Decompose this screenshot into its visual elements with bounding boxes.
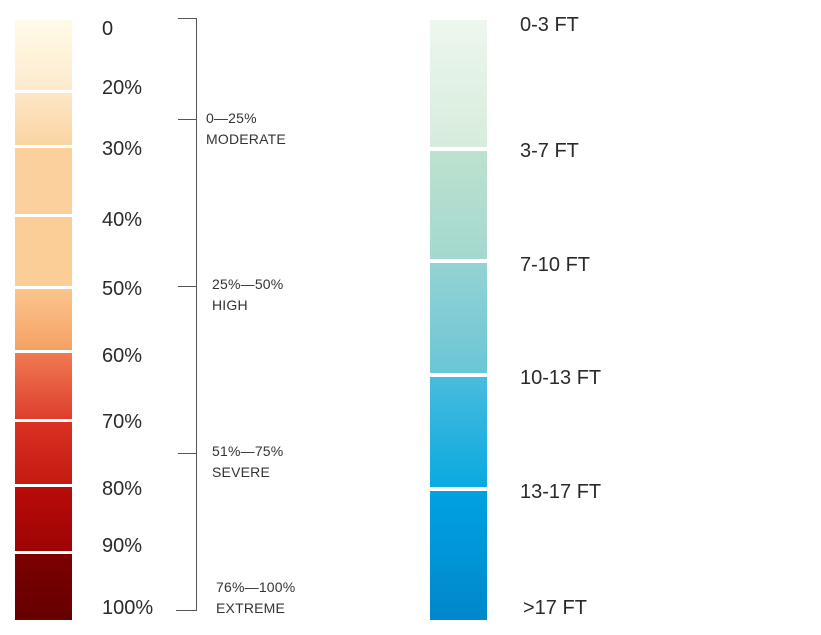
percent-swatch-30-40 bbox=[15, 148, 72, 214]
range-high-value: 25%—50% bbox=[212, 276, 284, 292]
range-moderate: 0—25% MODERATE bbox=[206, 108, 286, 150]
percent-swatch-40-50 bbox=[15, 217, 72, 286]
percent-label-50: 50% bbox=[102, 278, 143, 300]
depth-swatch-3-7 bbox=[430, 151, 487, 259]
bracket-line bbox=[196, 18, 197, 611]
depth-label-10-13: 10-13 FT bbox=[520, 367, 602, 389]
percent-label-0: 0 bbox=[102, 18, 114, 40]
depth-label-0-3: 0-3 FT bbox=[520, 14, 579, 36]
percent-label-90: 90% bbox=[102, 535, 143, 557]
range-severe-value: 51%—75% bbox=[212, 443, 284, 459]
percent-label-100: 100% bbox=[102, 597, 154, 619]
percent-swatch-20-30 bbox=[15, 93, 72, 145]
percent-label-40: 40% bbox=[102, 209, 143, 231]
bracket-tick-high bbox=[178, 286, 197, 287]
depth-swatch-0-3 bbox=[430, 20, 487, 147]
bracket-tick-moderate bbox=[178, 119, 197, 120]
bracket-tick-severe bbox=[178, 453, 197, 454]
range-extreme-value: 76%—100% bbox=[216, 579, 296, 595]
percent-swatch-90-100 bbox=[15, 554, 72, 620]
range-moderate-value: 0—25% bbox=[206, 110, 257, 126]
percent-swatch-80-90 bbox=[15, 487, 72, 551]
percent-label-60: 60% bbox=[102, 345, 143, 367]
percent-swatch-0-20 bbox=[15, 20, 72, 90]
range-high: 25%—50% HIGH bbox=[212, 274, 283, 316]
percent-swatch-50-60 bbox=[15, 289, 72, 350]
range-severe-name: SEVERE bbox=[212, 464, 270, 480]
range-high-name: HIGH bbox=[212, 297, 248, 313]
percent-swatch-70-80 bbox=[15, 422, 72, 484]
percent-label-80: 80% bbox=[102, 478, 143, 500]
bracket-bottom-cap bbox=[176, 610, 197, 611]
percent-label-20: 20% bbox=[102, 77, 143, 99]
depth-label-7-10: 7-10 FT bbox=[520, 254, 591, 276]
range-extreme-name: EXTREME bbox=[216, 600, 286, 616]
depth-swatch-10-13 bbox=[430, 377, 487, 487]
range-extreme: 76%—100% EXTREME bbox=[216, 577, 295, 619]
depth-label-3-7: 3-7 FT bbox=[520, 140, 579, 162]
range-moderate-name: MODERATE bbox=[206, 131, 286, 147]
depth-swatch-13-17 bbox=[430, 491, 487, 620]
depth-label-13-17: 13-17 FT bbox=[520, 481, 602, 503]
range-severe: 51%—75% SEVERE bbox=[212, 441, 283, 483]
percent-label-30: 30% bbox=[102, 138, 143, 160]
depth-label-over-17: >17 FT bbox=[523, 597, 587, 619]
bracket-top-cap bbox=[178, 18, 197, 19]
percent-swatch-60-70 bbox=[15, 353, 72, 419]
percent-label-70: 70% bbox=[102, 411, 143, 433]
depth-swatch-7-10 bbox=[430, 263, 487, 373]
